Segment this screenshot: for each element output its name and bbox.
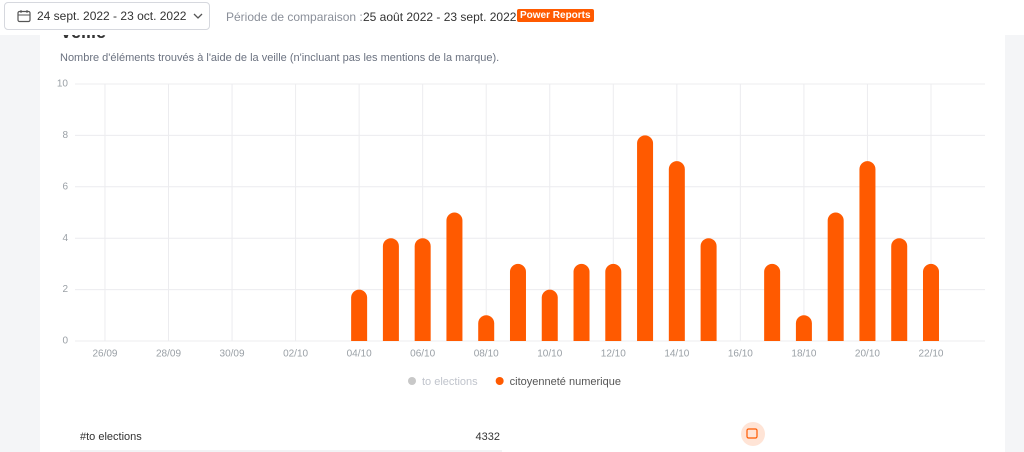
bar [891, 238, 908, 341]
y-tick-label: 10 [57, 79, 69, 90]
bar [764, 263, 781, 341]
x-tick-label: 10/10 [537, 349, 562, 360]
x-tick-label: 18/10 [791, 349, 816, 360]
bar [446, 212, 463, 341]
legend-marker [495, 377, 504, 385]
legend-marker [408, 377, 416, 385]
bar [382, 238, 399, 341]
x-tick-label: 06/10 [410, 349, 435, 360]
bar [827, 212, 844, 341]
x-tick-label: 08/10 [474, 349, 499, 360]
comparison-range: 25 août 2022 - 23 sept. 2022 [363, 10, 517, 24]
bar [541, 289, 558, 341]
top-bar: 24 sept. 2022 - 23 oct. 2022 Période de … [0, 0, 1024, 35]
x-tick-label: 22/10 [918, 349, 943, 360]
date-picker[interactable]: 24 sept. 2022 - 23 oct. 2022 [4, 2, 210, 30]
badge: Power Reports [517, 9, 594, 22]
x-tick-label: 12/10 [601, 349, 626, 360]
x-tick-label: 20/10 [855, 349, 880, 360]
y-tick-label: 4 [62, 233, 68, 244]
bar [605, 263, 622, 341]
bar [414, 238, 431, 341]
card-bg [40, 20, 1005, 452]
x-tick-label: 04/10 [347, 349, 372, 360]
search-icon-bg[interactable] [741, 422, 765, 446]
bar [478, 315, 495, 341]
x-tick-label: 14/10 [664, 349, 689, 360]
calendar-icon [17, 10, 31, 23]
comparison-label: Période de comparaison : [226, 10, 363, 24]
search-icon [746, 428, 758, 439]
bar [795, 315, 812, 341]
legend-label[interactable]: to elections [422, 376, 478, 388]
legend-label[interactable]: citoyenneté numerique [510, 376, 621, 388]
bar [859, 161, 876, 341]
bar [351, 289, 368, 341]
chevron [193, 13, 203, 19]
bar [922, 263, 939, 341]
y-tick-label: 6 [62, 181, 68, 192]
bar [700, 238, 717, 341]
y-tick-label: 2 [62, 284, 68, 295]
date-range: 24 sept. 2022 - 23 oct. 2022 [37, 9, 187, 23]
x-tick-label: 28/09 [156, 349, 181, 360]
bar [509, 263, 526, 341]
bar [573, 263, 590, 341]
table-cell: #to elections [80, 431, 142, 443]
x-tick-label: 30/09 [220, 349, 245, 360]
table-cell: 4332 [476, 431, 500, 443]
x-tick-label: 16/10 [728, 349, 753, 360]
y-tick-label: 0 [62, 336, 68, 347]
x-tick-label: 26/09 [92, 349, 117, 360]
x-tick-label: 02/10 [283, 349, 308, 360]
bar [637, 135, 654, 341]
card-subtitle: Nombre d'éléments trouvés à l'aide de la… [60, 52, 499, 64]
y-tick-label: 8 [62, 130, 68, 141]
bar [668, 161, 685, 341]
